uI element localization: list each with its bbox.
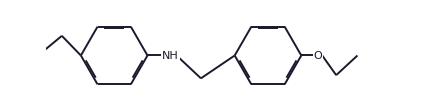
Text: NH: NH (162, 51, 178, 60)
Text: O: O (313, 51, 322, 60)
